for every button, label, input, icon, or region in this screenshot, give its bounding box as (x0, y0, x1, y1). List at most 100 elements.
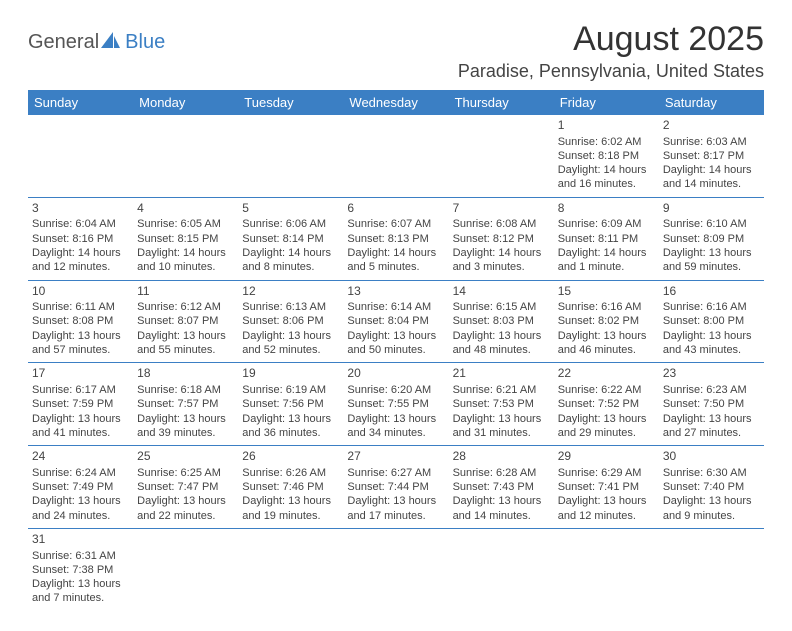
day-number: 8 (558, 201, 655, 217)
empty-cell (554, 528, 659, 610)
day-number: 28 (453, 449, 550, 465)
day-cell: 20Sunrise: 6:20 AMSunset: 7:55 PMDayligh… (343, 363, 448, 446)
calendar-row: 24Sunrise: 6:24 AMSunset: 7:49 PMDayligh… (28, 446, 764, 529)
empty-cell (238, 115, 343, 197)
empty-cell (238, 528, 343, 610)
daylight-text: Daylight: 14 hours and 16 minutes. (558, 163, 655, 192)
logo: General Blue (28, 20, 165, 55)
day-number: 24 (32, 449, 129, 465)
day-cell: 8Sunrise: 6:09 AMSunset: 8:11 PMDaylight… (554, 197, 659, 280)
daylight-text: Daylight: 13 hours and 17 minutes. (347, 494, 444, 523)
sunrise-text: Sunrise: 6:19 AM (242, 383, 339, 397)
empty-cell (28, 115, 133, 197)
sunrise-text: Sunrise: 6:22 AM (558, 383, 655, 397)
sunset-text: Sunset: 8:15 PM (137, 232, 234, 246)
daylight-text: Daylight: 13 hours and 39 minutes. (137, 412, 234, 441)
sunset-text: Sunset: 7:38 PM (32, 563, 129, 577)
sunset-text: Sunset: 7:41 PM (558, 480, 655, 494)
empty-cell (449, 115, 554, 197)
sunset-text: Sunset: 8:09 PM (663, 232, 760, 246)
calendar-row: 3Sunrise: 6:04 AMSunset: 8:16 PMDaylight… (28, 197, 764, 280)
daylight-text: Daylight: 13 hours and 19 minutes. (242, 494, 339, 523)
daylight-text: Daylight: 13 hours and 14 minutes. (453, 494, 550, 523)
day-number: 31 (32, 532, 129, 548)
day-cell: 16Sunrise: 6:16 AMSunset: 8:00 PMDayligh… (659, 280, 764, 363)
logo-text-general: General (28, 31, 99, 54)
sunrise-text: Sunrise: 6:11 AM (32, 300, 129, 314)
day-cell: 30Sunrise: 6:30 AMSunset: 7:40 PMDayligh… (659, 446, 764, 529)
day-number: 21 (453, 366, 550, 382)
day-cell: 28Sunrise: 6:28 AMSunset: 7:43 PMDayligh… (449, 446, 554, 529)
sunset-text: Sunset: 7:40 PM (663, 480, 760, 494)
sunrise-text: Sunrise: 6:12 AM (137, 300, 234, 314)
sunrise-text: Sunrise: 6:27 AM (347, 466, 444, 480)
day-cell: 1Sunrise: 6:02 AMSunset: 8:18 PMDaylight… (554, 115, 659, 197)
sunset-text: Sunset: 8:00 PM (663, 314, 760, 328)
daylight-text: Daylight: 14 hours and 12 minutes. (32, 246, 129, 275)
daylight-text: Daylight: 13 hours and 9 minutes. (663, 494, 760, 523)
day-cell: 2Sunrise: 6:03 AMSunset: 8:17 PMDaylight… (659, 115, 764, 197)
sunrise-text: Sunrise: 6:20 AM (347, 383, 444, 397)
sunset-text: Sunset: 8:13 PM (347, 232, 444, 246)
sunrise-text: Sunrise: 6:02 AM (558, 135, 655, 149)
sunrise-text: Sunrise: 6:25 AM (137, 466, 234, 480)
sunrise-text: Sunrise: 6:08 AM (453, 217, 550, 231)
daylight-text: Daylight: 14 hours and 14 minutes. (663, 163, 760, 192)
day-number: 12 (242, 284, 339, 300)
day-number: 11 (137, 284, 234, 300)
sunset-text: Sunset: 8:06 PM (242, 314, 339, 328)
sunset-text: Sunset: 8:04 PM (347, 314, 444, 328)
daylight-text: Daylight: 14 hours and 10 minutes. (137, 246, 234, 275)
empty-cell (659, 528, 764, 610)
calendar-row: 1Sunrise: 6:02 AMSunset: 8:18 PMDaylight… (28, 115, 764, 197)
day-number: 25 (137, 449, 234, 465)
day-cell: 29Sunrise: 6:29 AMSunset: 7:41 PMDayligh… (554, 446, 659, 529)
day-cell: 19Sunrise: 6:19 AMSunset: 7:56 PMDayligh… (238, 363, 343, 446)
sunrise-text: Sunrise: 6:05 AM (137, 217, 234, 231)
daylight-text: Daylight: 14 hours and 8 minutes. (242, 246, 339, 275)
sail-icon (99, 30, 121, 55)
day-number: 14 (453, 284, 550, 300)
sunrise-text: Sunrise: 6:16 AM (558, 300, 655, 314)
empty-cell (343, 115, 448, 197)
daylight-text: Daylight: 13 hours and 59 minutes. (663, 246, 760, 275)
day-cell: 26Sunrise: 6:26 AMSunset: 7:46 PMDayligh… (238, 446, 343, 529)
sunset-text: Sunset: 8:02 PM (558, 314, 655, 328)
day-cell: 6Sunrise: 6:07 AMSunset: 8:13 PMDaylight… (343, 197, 448, 280)
weekday-header: Sunday (28, 90, 133, 115)
sunrise-text: Sunrise: 6:28 AM (453, 466, 550, 480)
weekday-header: Friday (554, 90, 659, 115)
day-number: 23 (663, 366, 760, 382)
sunset-text: Sunset: 8:11 PM (558, 232, 655, 246)
sunrise-text: Sunrise: 6:18 AM (137, 383, 234, 397)
day-number: 6 (347, 201, 444, 217)
day-number: 17 (32, 366, 129, 382)
sunrise-text: Sunrise: 6:31 AM (32, 549, 129, 563)
day-number: 2 (663, 118, 760, 134)
empty-cell (133, 115, 238, 197)
sunrise-text: Sunrise: 6:24 AM (32, 466, 129, 480)
daylight-text: Daylight: 13 hours and 50 minutes. (347, 329, 444, 358)
sunset-text: Sunset: 8:16 PM (32, 232, 129, 246)
daylight-text: Daylight: 14 hours and 5 minutes. (347, 246, 444, 275)
daylight-text: Daylight: 13 hours and 57 minutes. (32, 329, 129, 358)
day-cell: 3Sunrise: 6:04 AMSunset: 8:16 PMDaylight… (28, 197, 133, 280)
day-number: 20 (347, 366, 444, 382)
daylight-text: Daylight: 13 hours and 43 minutes. (663, 329, 760, 358)
day-number: 10 (32, 284, 129, 300)
sunset-text: Sunset: 7:50 PM (663, 397, 760, 411)
day-cell: 15Sunrise: 6:16 AMSunset: 8:02 PMDayligh… (554, 280, 659, 363)
empty-cell (449, 528, 554, 610)
day-cell: 14Sunrise: 6:15 AMSunset: 8:03 PMDayligh… (449, 280, 554, 363)
sunset-text: Sunset: 7:53 PM (453, 397, 550, 411)
day-cell: 4Sunrise: 6:05 AMSunset: 8:15 PMDaylight… (133, 197, 238, 280)
day-cell: 10Sunrise: 6:11 AMSunset: 8:08 PMDayligh… (28, 280, 133, 363)
weekday-header: Monday (133, 90, 238, 115)
day-cell: 27Sunrise: 6:27 AMSunset: 7:44 PMDayligh… (343, 446, 448, 529)
day-cell: 22Sunrise: 6:22 AMSunset: 7:52 PMDayligh… (554, 363, 659, 446)
calendar-row: 17Sunrise: 6:17 AMSunset: 7:59 PMDayligh… (28, 363, 764, 446)
empty-cell (133, 528, 238, 610)
daylight-text: Daylight: 13 hours and 7 minutes. (32, 577, 129, 606)
weekday-header-row: Sunday Monday Tuesday Wednesday Thursday… (28, 90, 764, 115)
sunset-text: Sunset: 7:44 PM (347, 480, 444, 494)
